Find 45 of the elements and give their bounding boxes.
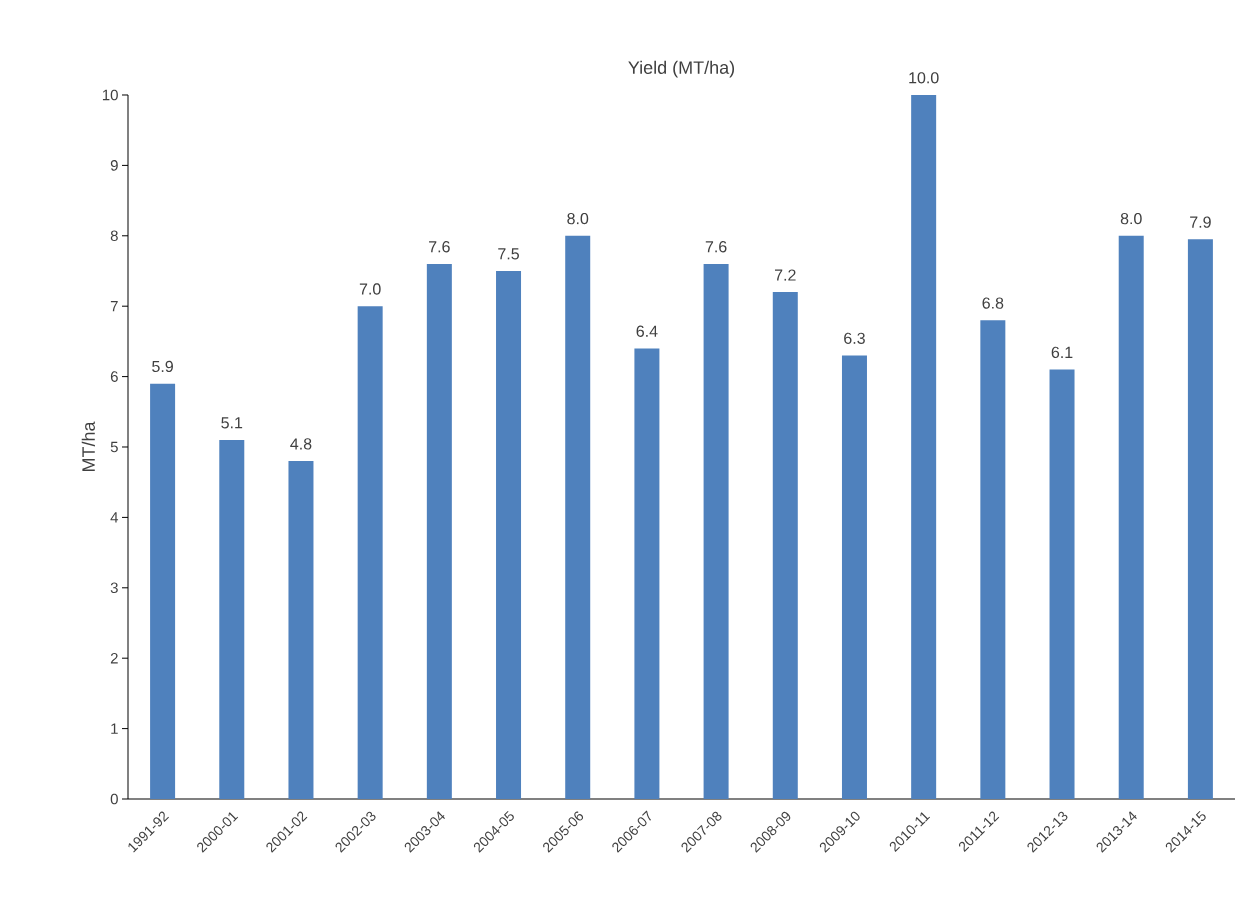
y-tick-label: 5	[110, 441, 118, 453]
data-label: 6.3	[844, 332, 865, 344]
y-tick-label: 8	[110, 230, 118, 242]
bar	[703, 263, 729, 799]
data-label: 6.4	[636, 325, 658, 337]
data-label: 6.8	[982, 297, 1004, 309]
data-label: 4.8	[290, 438, 312, 450]
y-tick-label: 4	[110, 512, 119, 523]
bar	[496, 270, 522, 799]
bar	[772, 292, 798, 799]
data-label: 5.1	[221, 417, 243, 429]
bar	[357, 306, 383, 799]
y-tick-label: 10	[102, 89, 118, 101]
y-tick-label: 2	[110, 652, 118, 664]
y-tick-label: 0	[110, 793, 118, 805]
y-axis-title: MT/ha	[81, 421, 95, 472]
data-label: 7.0	[359, 283, 381, 295]
bar	[1118, 235, 1144, 799]
data-label: 10.0	[909, 72, 939, 84]
bar	[841, 355, 867, 799]
data-label: 7.5	[498, 248, 519, 260]
data-label: 7.9	[1190, 216, 1211, 228]
y-tick-label: 3	[110, 582, 118, 594]
y-tick-label: 9	[110, 160, 118, 171]
bar	[150, 383, 176, 799]
bar	[980, 320, 1006, 799]
chart-title: Yield (MT/ha)	[628, 60, 735, 78]
bar	[911, 94, 937, 799]
bar	[1187, 239, 1213, 799]
bar	[426, 263, 452, 799]
bar	[565, 235, 591, 799]
data-label: 8.0	[1120, 212, 1142, 225]
data-label: 7.2	[774, 269, 796, 281]
y-tick-label: 1	[111, 723, 118, 734]
data-label: 5.9	[152, 360, 173, 373]
bar	[634, 348, 660, 799]
data-label: 7.6	[705, 241, 727, 253]
data-label: 8.0	[567, 212, 589, 225]
y-tick-label: 6	[110, 371, 118, 382]
bar	[288, 461, 314, 799]
bar	[219, 439, 245, 799]
bar	[1049, 369, 1075, 799]
y-tick-label: 7	[110, 301, 118, 312]
data-label: 7.6	[429, 241, 450, 253]
data-label: 6.1	[1051, 346, 1073, 359]
